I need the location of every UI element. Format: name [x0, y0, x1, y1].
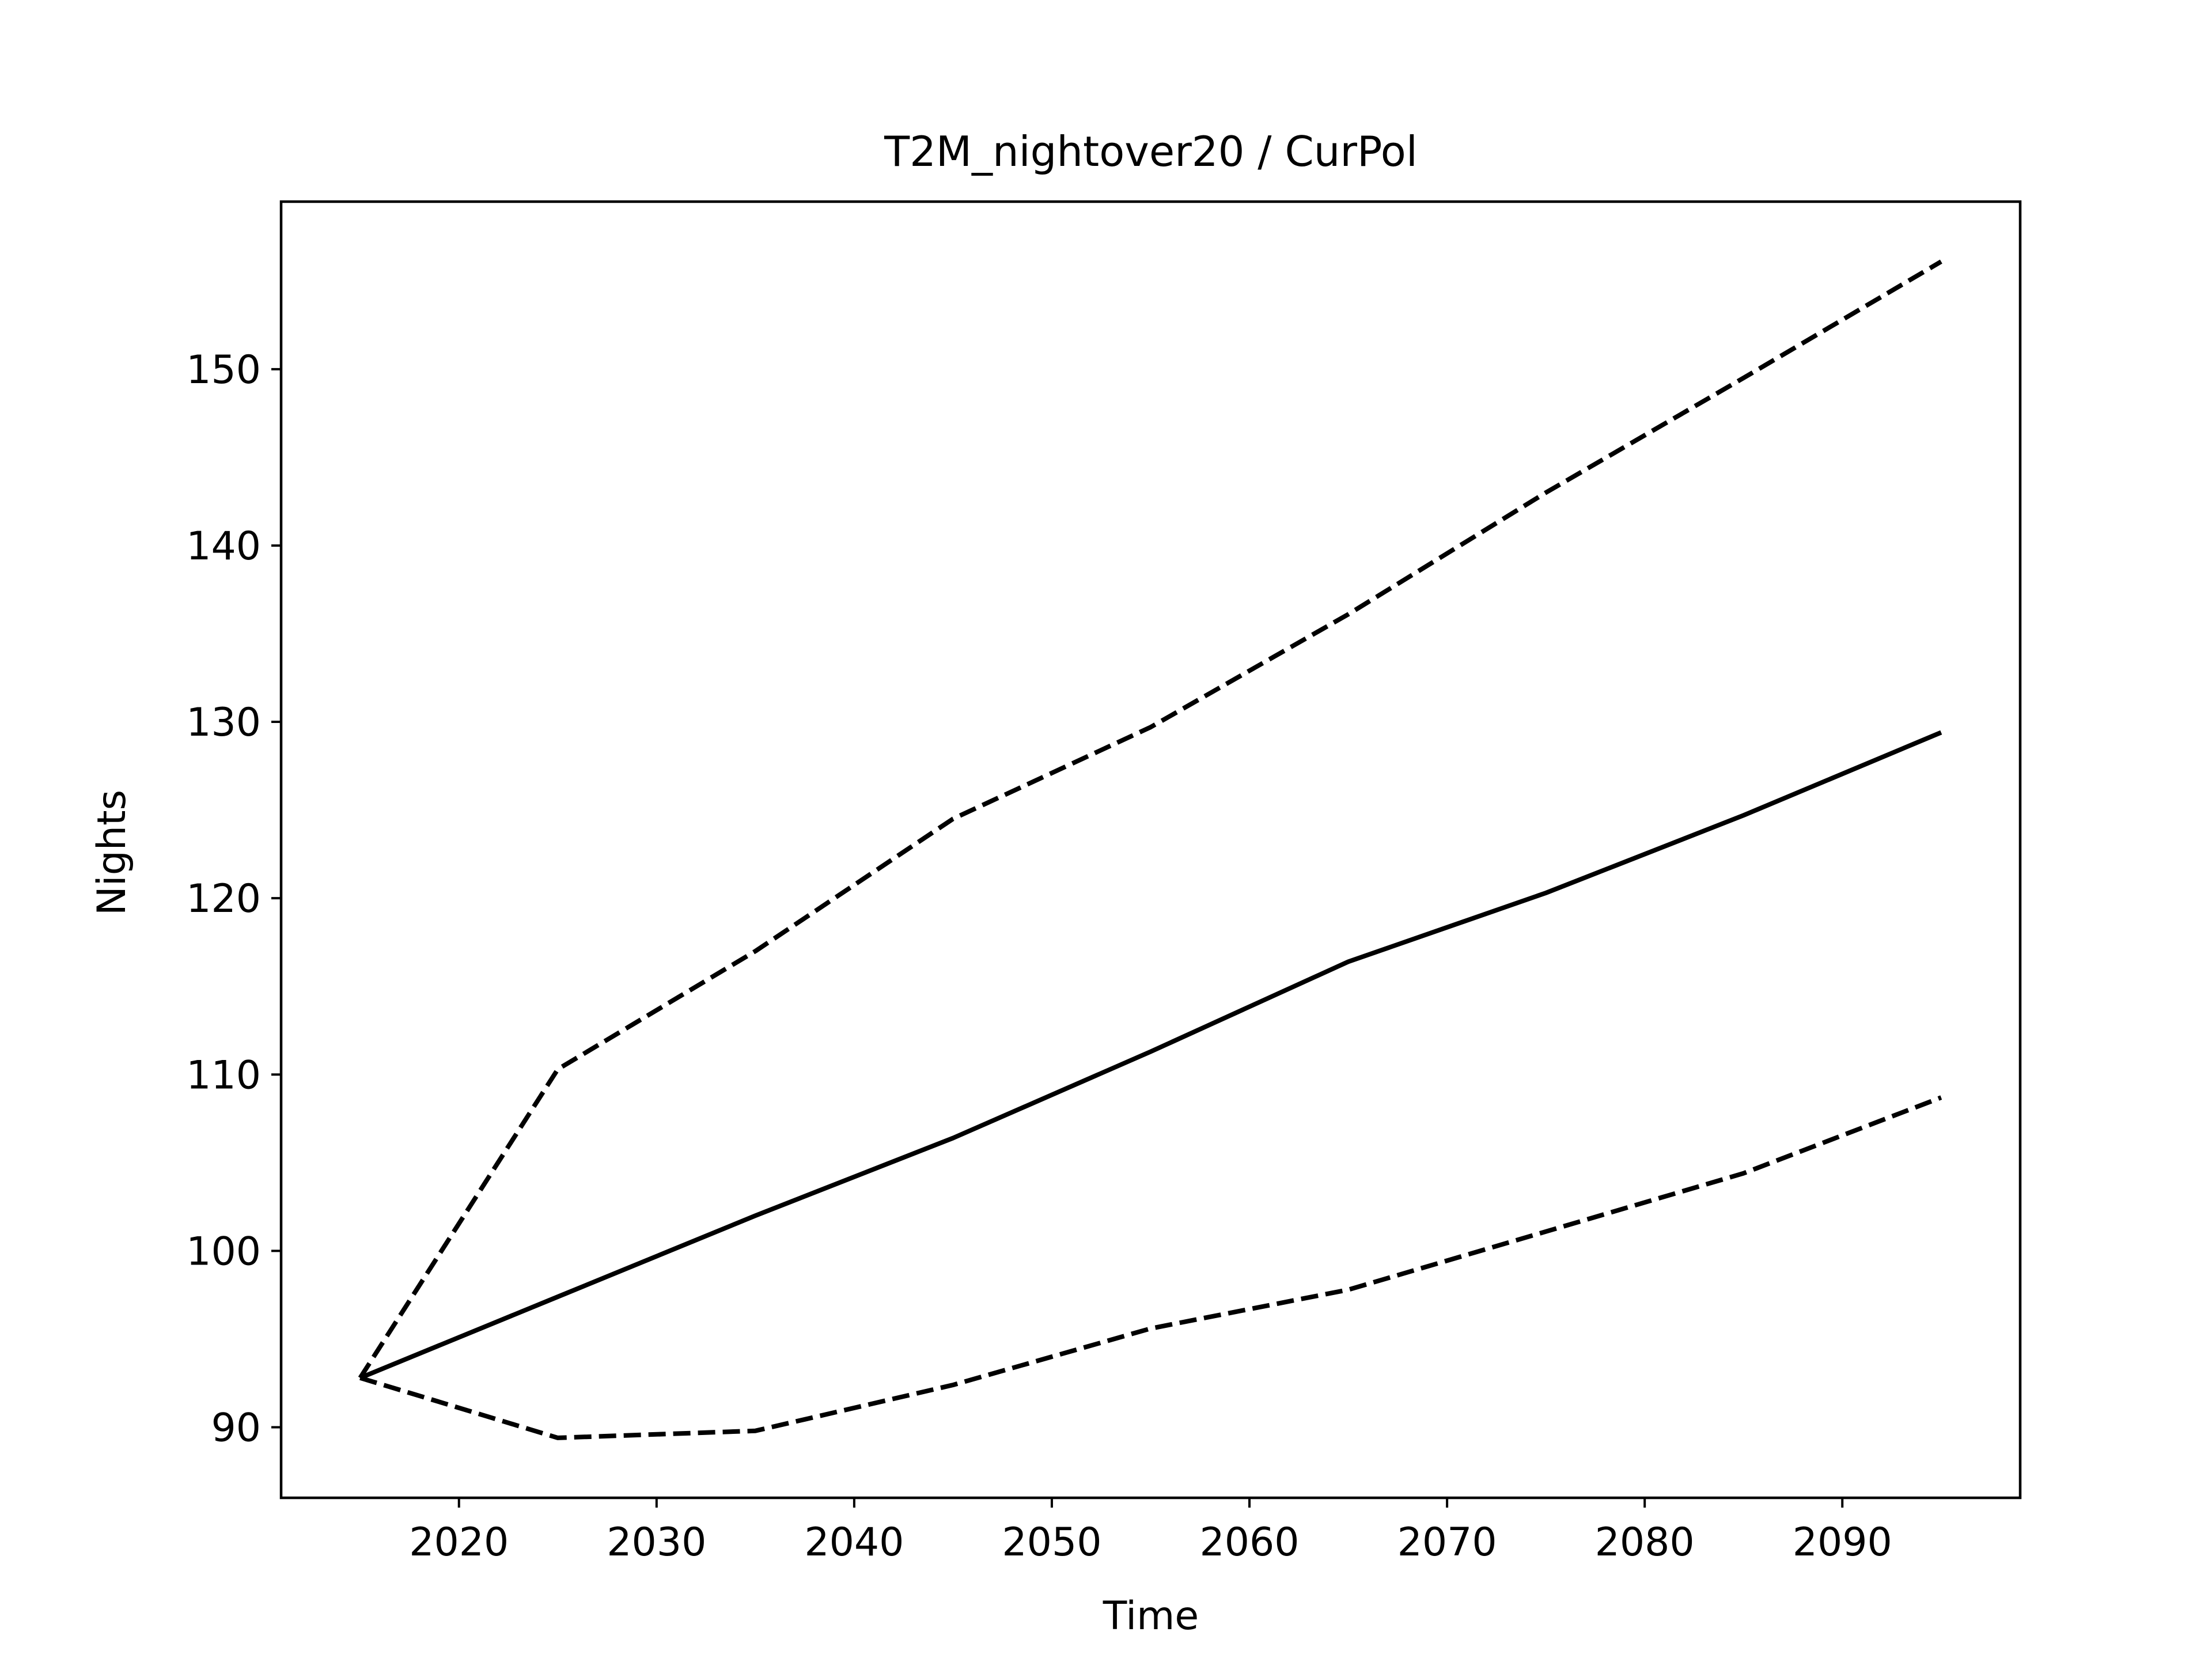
- x-tick-label: 2060: [1200, 1520, 1300, 1565]
- x-tick-label: 2050: [1002, 1520, 1101, 1565]
- y-tick-label: 150: [186, 347, 261, 393]
- series-line-dashed: [358, 259, 1942, 1379]
- y-tick-label: 110: [186, 1053, 261, 1098]
- x-tick-label: 2070: [1397, 1520, 1497, 1565]
- y-axis-label: Nights: [89, 790, 135, 915]
- y-tick-label: 130: [186, 700, 261, 745]
- x-tick-label: 2080: [1595, 1520, 1695, 1565]
- x-axis-label: Time: [1103, 1593, 1199, 1639]
- series-line-solid: [359, 730, 1942, 1380]
- x-tick-label: 2030: [607, 1520, 706, 1565]
- y-tick-label: 90: [211, 1406, 261, 1451]
- series-lines: [358, 259, 1942, 1440]
- y-tick-label: 140: [186, 524, 261, 569]
- chart-title: T2M_nightover20 / CurPol: [884, 127, 1418, 176]
- plot-frame: [279, 200, 2022, 1500]
- x-tick-label: 2020: [409, 1520, 509, 1565]
- x-tick-label: 2040: [804, 1520, 904, 1565]
- x-tick-label: 2090: [1793, 1520, 1892, 1565]
- y-tick-label: 100: [186, 1229, 261, 1274]
- axes-ticks: 2020 2030 2040 2050 2060 2070 2080 2090 90 100 110…: [186, 347, 1892, 1565]
- y-tick-label: 120: [186, 876, 261, 922]
